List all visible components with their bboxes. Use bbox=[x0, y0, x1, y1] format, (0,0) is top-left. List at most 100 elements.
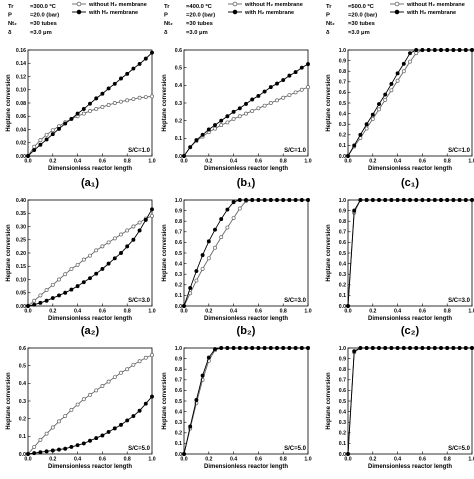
y-tick-label: 0.1 bbox=[175, 136, 182, 142]
data-point-with-membrane bbox=[219, 217, 224, 222]
data-point-with-membrane bbox=[244, 346, 248, 350]
data-point-with-membrane bbox=[250, 198, 255, 202]
y-tick-label: 0.5 bbox=[339, 399, 346, 405]
data-point-with-membrane bbox=[182, 452, 186, 456]
parameter-name: δ bbox=[164, 30, 168, 36]
data-point-without-membrane bbox=[256, 106, 261, 111]
x-tick-label: 0.6 bbox=[255, 457, 262, 463]
y-tick-label: 0.2 bbox=[175, 118, 182, 124]
data-point-with-membrane bbox=[94, 96, 99, 101]
data-point-with-membrane bbox=[106, 429, 111, 434]
x-tick-label: 0.2 bbox=[205, 457, 212, 463]
x-tick-label: 0.0 bbox=[24, 309, 31, 315]
data-point-with-membrane bbox=[281, 78, 286, 82]
y-tick-label: 0.7 bbox=[339, 378, 346, 384]
data-point-with-membrane bbox=[383, 92, 388, 97]
data-point-with-membrane bbox=[262, 198, 267, 202]
data-point-without-membrane bbox=[370, 116, 375, 121]
data-point-with-membrane bbox=[244, 101, 248, 106]
y-tick-label: 0.3 bbox=[19, 399, 26, 405]
data-point-with-membrane bbox=[457, 48, 462, 52]
y-tick-label: 0.8 bbox=[175, 219, 182, 225]
data-point-with-membrane bbox=[44, 137, 49, 142]
y-tick-label: 0.4 bbox=[339, 409, 346, 415]
series-line-with-membrane bbox=[347, 49, 472, 157]
x-tick-label: 0.2 bbox=[205, 159, 212, 165]
data-point-with-membrane bbox=[463, 346, 468, 350]
y-tick-label: 0.0 bbox=[339, 452, 346, 458]
data-point-with-membrane bbox=[352, 208, 357, 213]
x-tick-label: 0.4 bbox=[394, 457, 401, 463]
data-point-with-membrane bbox=[81, 107, 86, 111]
data-point-with-membrane bbox=[293, 346, 298, 350]
data-point-with-membrane bbox=[69, 116, 74, 121]
data-point-with-membrane bbox=[57, 293, 61, 298]
data-point-with-membrane bbox=[426, 198, 431, 202]
y-tick-label: 0.04 bbox=[16, 127, 26, 133]
data-point-with-membrane bbox=[57, 126, 61, 131]
y-tick-label: 0.3 bbox=[339, 122, 346, 128]
data-point-without-membrane bbox=[38, 138, 43, 143]
data-point-without-membrane bbox=[131, 224, 136, 229]
y-tick-label: 0.40 bbox=[16, 198, 26, 204]
legend-filled-marker bbox=[232, 9, 238, 15]
panel-label: (b₂) bbox=[237, 325, 256, 337]
y-tick-label: 0.7 bbox=[175, 230, 182, 236]
series-line-without-membrane bbox=[183, 199, 308, 307]
x-axis-label: Dimensionless reactor length bbox=[48, 464, 132, 470]
y-tick-label: 0.9 bbox=[339, 356, 346, 362]
data-point-with-membrane bbox=[38, 450, 43, 455]
chart-panel-2: 0.0 0.1 0.2 0.3 0.4 0.5 0.6 0.0 0.2 0.4 0.6 0.8 1.0 D… bbox=[162, 48, 312, 189]
plot-frame bbox=[347, 199, 473, 307]
x-tick-label: 0.6 bbox=[255, 159, 262, 165]
data-point-with-membrane bbox=[244, 198, 248, 202]
x-tick-label: 0.2 bbox=[369, 457, 376, 463]
x-tick-label: 0.4 bbox=[230, 159, 237, 165]
x-tick-label: 0.6 bbox=[419, 457, 426, 463]
data-point-without-membrane bbox=[38, 293, 43, 298]
data-point-with-membrane bbox=[439, 346, 443, 350]
chart-panel-5: 0.0 0.1 0.2 0.3 0.4 0.5 0.6 0.7 0.8 0.9 1.0 0.0 0.2 0… bbox=[162, 198, 312, 337]
chart-panel-9: 0.0 0.1 0.2 0.3 0.4 0.5 0.6 0.7 0.8 0.9 1.0 0.0 0.2 0… bbox=[326, 346, 474, 470]
data-point-with-membrane bbox=[143, 401, 148, 406]
data-point-with-membrane bbox=[420, 48, 425, 52]
data-point-with-membrane bbox=[395, 198, 400, 202]
panel-label: (c₂) bbox=[401, 325, 420, 337]
y-tick-label: 0.2 bbox=[339, 283, 346, 289]
panel-label: (c₁) bbox=[401, 177, 419, 189]
legend-label: without H₂ membrane bbox=[406, 2, 465, 8]
parameter-value: =30 tubes bbox=[348, 21, 375, 27]
data-point-without-membrane bbox=[125, 228, 130, 233]
data-point-with-membrane bbox=[377, 198, 381, 202]
data-point-without-membrane bbox=[57, 277, 61, 282]
data-point-without-membrane bbox=[268, 101, 273, 105]
data-point-with-membrane bbox=[281, 346, 286, 350]
data-point-with-membrane bbox=[213, 227, 217, 232]
y-tick-label: 0.9 bbox=[339, 208, 346, 214]
y-tick-label: 0.0 bbox=[339, 154, 346, 160]
y-tick-label: 0.1 bbox=[175, 293, 182, 299]
plot-frame bbox=[183, 199, 309, 307]
data-point-with-membrane bbox=[150, 50, 154, 55]
legend-open-marker bbox=[394, 1, 400, 7]
data-point-with-membrane bbox=[401, 198, 406, 202]
data-point-without-membrane bbox=[75, 402, 80, 407]
data-point-without-membrane bbox=[287, 93, 292, 98]
y-tick-label: 0.8 bbox=[175, 367, 182, 373]
data-point-with-membrane bbox=[287, 346, 292, 350]
data-point-with-membrane bbox=[420, 198, 425, 202]
data-point-with-membrane bbox=[150, 394, 154, 399]
data-point-with-membrane bbox=[389, 198, 394, 202]
legend-label: without H₂ membrane bbox=[244, 2, 303, 8]
data-point-with-membrane bbox=[200, 253, 205, 258]
y-tick-label: 0.4 bbox=[339, 261, 346, 267]
series-line-with-membrane bbox=[347, 199, 472, 307]
condition-annotation: S/C=3.0 bbox=[448, 298, 471, 304]
x-tick-label: 0.8 bbox=[124, 309, 131, 315]
data-point-without-membrane bbox=[383, 97, 388, 102]
data-point-with-membrane bbox=[50, 448, 55, 453]
data-point-with-membrane bbox=[225, 346, 230, 350]
data-point-without-membrane bbox=[106, 240, 111, 245]
chart-panel-8: 0.0 0.1 0.2 0.3 0.4 0.5 0.6 0.7 0.8 0.9 1.0 0.0 0.2 0… bbox=[162, 346, 312, 470]
legend-filled-marker bbox=[394, 9, 400, 15]
